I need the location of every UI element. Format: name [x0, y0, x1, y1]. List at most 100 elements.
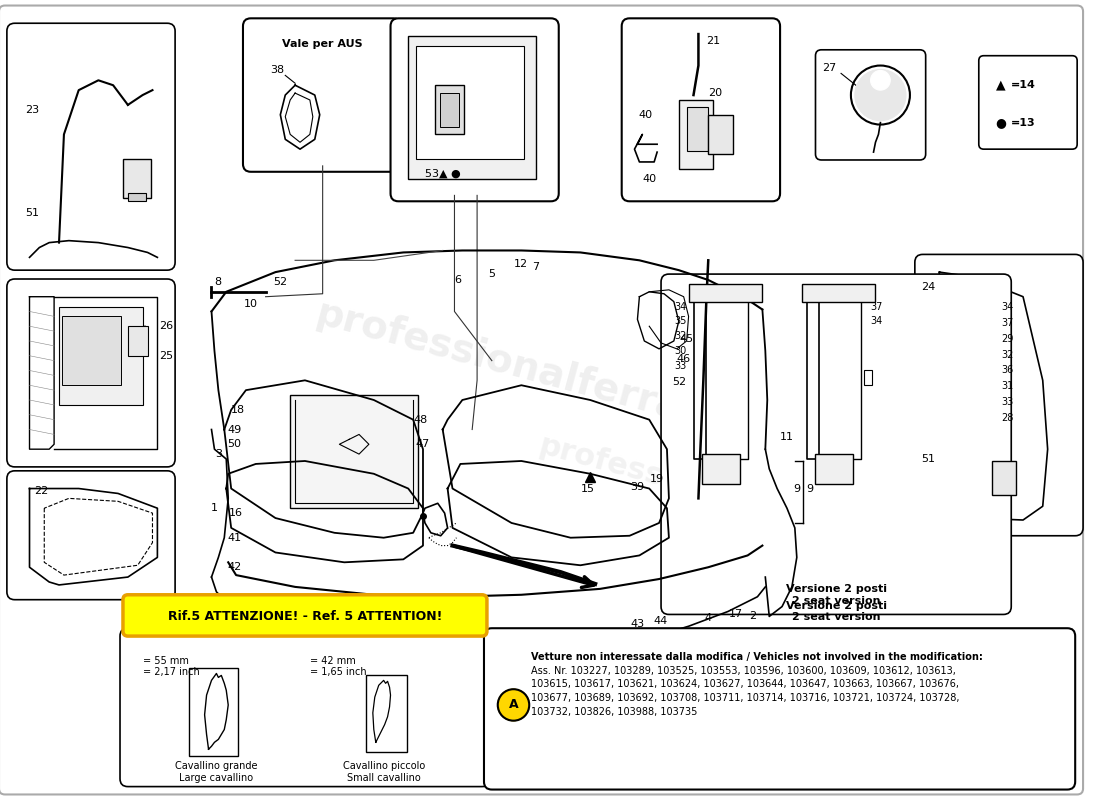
Text: 44: 44 [653, 616, 668, 626]
Text: Versione 2 posti
2 seat version: Versione 2 posti 2 seat version [785, 584, 887, 606]
Text: 33: 33 [1001, 397, 1014, 407]
Text: 31: 31 [1001, 382, 1014, 391]
Bar [189, 667, 238, 756]
FancyBboxPatch shape [484, 628, 1075, 790]
Polygon shape [635, 134, 657, 162]
Text: 30: 30 [674, 346, 686, 356]
Bar [62, 316, 121, 386]
FancyBboxPatch shape [979, 56, 1077, 149]
Text: 103615, 103617, 103621, 103624, 103627, 103644, 103647, 103663, 103667, 103676,: 103615, 103617, 103621, 103624, 103627, … [531, 679, 959, 690]
Text: 29: 29 [1001, 334, 1014, 344]
Bar [802, 284, 876, 302]
Text: 4: 4 [705, 614, 712, 623]
Text: 51: 51 [922, 454, 936, 464]
FancyBboxPatch shape [390, 18, 559, 202]
Text: 3: 3 [214, 449, 222, 459]
Text: Rif.5 ATTENZIONE! - Ref. 5 ATTENTION!: Rif.5 ATTENZIONE! - Ref. 5 ATTENTION! [168, 610, 442, 623]
Text: 5: 5 [488, 269, 495, 279]
Text: 26: 26 [160, 322, 174, 331]
Text: 45: 45 [680, 334, 694, 344]
Text: 38: 38 [271, 66, 285, 75]
Text: 9: 9 [793, 483, 801, 494]
FancyBboxPatch shape [0, 6, 1084, 794]
Text: ●: ● [996, 116, 1006, 129]
Bar [440, 93, 460, 126]
FancyBboxPatch shape [915, 254, 1084, 536]
Text: 103677, 103689, 103692, 103708, 103711, 103714, 103716, 103721, 103724, 103728,: 103677, 103689, 103692, 103708, 103711, … [531, 693, 959, 703]
Text: 33: 33 [674, 361, 686, 370]
Text: Ass. Nr. 103227, 103289, 103525, 103553, 103596, 103600, 103609, 103612, 103613,: Ass. Nr. 103227, 103289, 103525, 103553,… [531, 666, 956, 676]
Circle shape [870, 70, 890, 90]
FancyBboxPatch shape [120, 628, 490, 786]
Text: 49: 49 [227, 425, 241, 434]
Bar [864, 370, 871, 386]
Bar [128, 326, 147, 356]
Text: 24: 24 [922, 282, 936, 292]
Text: Versione 2 posti
2 seat version: Versione 2 posti 2 seat version [785, 601, 887, 622]
Text: 46: 46 [676, 354, 691, 364]
Bar [686, 107, 708, 151]
Text: 11: 11 [780, 432, 794, 442]
FancyBboxPatch shape [123, 594, 487, 636]
Text: 40: 40 [638, 110, 652, 120]
Bar [991, 461, 1016, 495]
Text: 35: 35 [674, 316, 686, 326]
Text: A: A [508, 698, 518, 711]
Text: 103732, 103826, 103988, 103735: 103732, 103826, 103988, 103735 [531, 707, 697, 717]
Bar [708, 114, 733, 154]
Bar [434, 86, 464, 134]
Bar [815, 454, 852, 484]
Text: = 42 mm
= 1,65 inch: = 42 mm = 1,65 inch [310, 656, 366, 678]
Text: Vetture non interessate dalla modifica / Vehicles not involved in the modificati: Vetture non interessate dalla modifica /… [531, 652, 983, 662]
Text: Cavallino grande
Large cavallino: Cavallino grande Large cavallino [175, 761, 257, 782]
Text: professionalferrariparts: professionalferrariparts [535, 431, 940, 566]
FancyBboxPatch shape [621, 18, 780, 202]
Text: 28: 28 [1001, 413, 1014, 422]
Bar [679, 100, 713, 169]
Text: 19: 19 [650, 474, 664, 484]
Text: 27: 27 [822, 62, 836, 73]
Text: 43: 43 [630, 619, 645, 630]
Text: 16: 16 [229, 508, 243, 518]
Text: 7: 7 [532, 262, 540, 272]
Text: 52: 52 [672, 378, 685, 387]
Text: 51: 51 [25, 208, 40, 218]
Text: professionalferrariparts: professionalferrariparts [312, 294, 829, 466]
Bar [703, 454, 739, 484]
Text: 15: 15 [581, 483, 595, 494]
Text: 9: 9 [806, 483, 814, 494]
Text: 6: 6 [454, 275, 461, 285]
Text: 23: 23 [25, 105, 40, 115]
FancyBboxPatch shape [7, 471, 175, 600]
Text: 37: 37 [1001, 318, 1014, 328]
Bar [366, 675, 407, 752]
Text: 12: 12 [515, 259, 528, 270]
Text: 52: 52 [273, 277, 287, 287]
Text: 34: 34 [1001, 302, 1014, 311]
Text: 50: 50 [227, 439, 241, 450]
Text: 20: 20 [708, 88, 723, 98]
Text: 21: 21 [706, 36, 721, 46]
FancyBboxPatch shape [815, 50, 926, 160]
Text: 39: 39 [630, 482, 645, 491]
Circle shape [498, 690, 529, 721]
Text: 2: 2 [749, 611, 756, 622]
Text: 47: 47 [416, 439, 430, 450]
Text: 36: 36 [1001, 366, 1014, 375]
Text: 1: 1 [211, 503, 218, 514]
Text: 34: 34 [870, 316, 883, 326]
Text: 42: 42 [227, 562, 241, 572]
Text: ▲: ▲ [996, 78, 1005, 92]
Text: 53▲ ●: 53▲ ● [425, 169, 461, 178]
Text: =14: =14 [1011, 80, 1036, 90]
Text: Cavallino piccolo
Small cavallino: Cavallino piccolo Small cavallino [342, 761, 425, 782]
Text: = 55 mm
= 2,17 inch: = 55 mm = 2,17 inch [143, 656, 199, 678]
Text: 18: 18 [231, 405, 245, 415]
Text: 40: 40 [642, 174, 657, 184]
Text: 37: 37 [870, 302, 883, 311]
Bar [128, 194, 145, 202]
Text: 17: 17 [728, 610, 743, 619]
Bar [59, 306, 143, 405]
FancyBboxPatch shape [243, 18, 402, 172]
FancyBboxPatch shape [7, 279, 175, 467]
